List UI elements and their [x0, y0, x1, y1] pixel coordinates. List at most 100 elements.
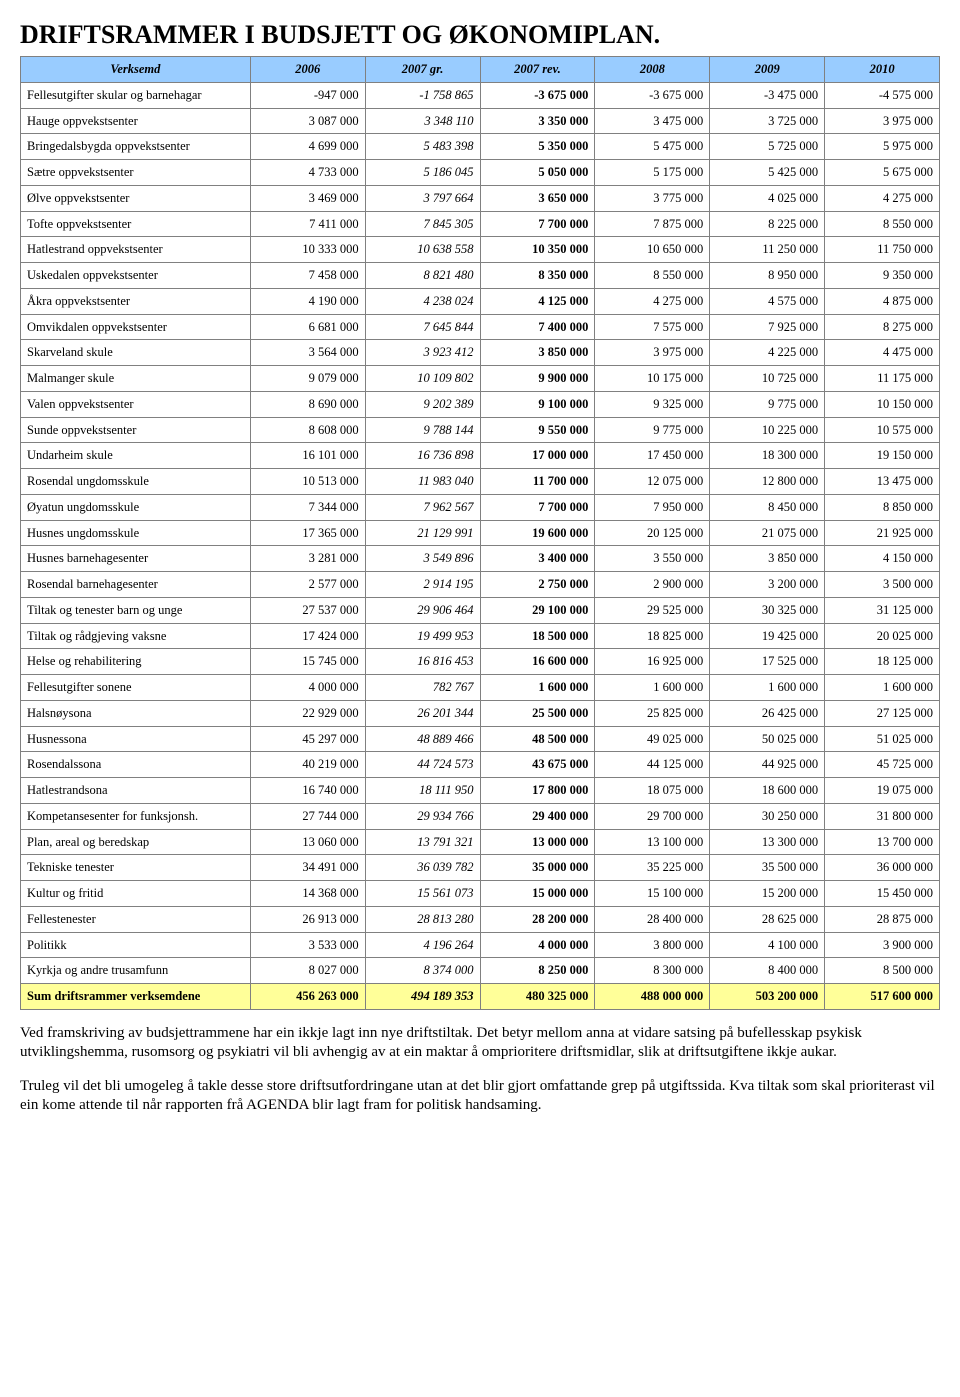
row-value: 12 800 000: [710, 469, 825, 495]
table-row: Politikk3 533 0004 196 2644 000 0003 800…: [21, 932, 940, 958]
table-row: Husnessona45 297 00048 889 46648 500 000…: [21, 726, 940, 752]
row-value: 8 250 000: [480, 958, 595, 984]
row-value: 10 225 000: [710, 417, 825, 443]
row-value: -947 000: [250, 82, 365, 108]
row-label: Bringedalsbygda oppvekstsenter: [21, 134, 251, 160]
row-value: 28 400 000: [595, 906, 710, 932]
row-value: 5 186 045: [365, 160, 480, 186]
row-value: 8 450 000: [710, 494, 825, 520]
row-value: 29 525 000: [595, 597, 710, 623]
row-label: Halsnøysona: [21, 700, 251, 726]
row-value: 13 060 000: [250, 829, 365, 855]
row-value: 4 575 000: [710, 288, 825, 314]
row-value: 10 513 000: [250, 469, 365, 495]
row-value: 1 600 000: [480, 675, 595, 701]
row-value: 3 775 000: [595, 185, 710, 211]
table-row: Fellestenester26 913 00028 813 28028 200…: [21, 906, 940, 932]
row-value: 19 150 000: [825, 443, 940, 469]
row-value: 11 250 000: [710, 237, 825, 263]
row-value: 14 368 000: [250, 881, 365, 907]
row-value: 16 740 000: [250, 778, 365, 804]
row-value: 4 190 000: [250, 288, 365, 314]
row-value: 3 550 000: [595, 546, 710, 572]
row-label: Hauge oppvekstsenter: [21, 108, 251, 134]
row-value: 18 300 000: [710, 443, 825, 469]
table-row: Fellesutgifter sonene4 000 000782 7671 6…: [21, 675, 940, 701]
row-value: 2 914 195: [365, 572, 480, 598]
row-value: 3 800 000: [595, 932, 710, 958]
row-value: 488 000 000: [595, 984, 710, 1010]
row-value: 8 850 000: [825, 494, 940, 520]
row-value: 10 638 558: [365, 237, 480, 263]
row-value: 3 087 000: [250, 108, 365, 134]
row-value: 31 800 000: [825, 803, 940, 829]
table-row: Sunde oppvekstsenter8 608 0009 788 1449 …: [21, 417, 940, 443]
row-value: 9 788 144: [365, 417, 480, 443]
row-value: 503 200 000: [710, 984, 825, 1010]
table-header-4: 2008: [595, 57, 710, 83]
row-value: 11 750 000: [825, 237, 940, 263]
row-value: 4 699 000: [250, 134, 365, 160]
row-value: 16 816 453: [365, 649, 480, 675]
table-header-2: 2007 gr.: [365, 57, 480, 83]
table-row: Tiltak og rådgjeving vaksne17 424 00019 …: [21, 623, 940, 649]
table-row: Rosendal ungdomsskule10 513 00011 983 04…: [21, 469, 940, 495]
table-header-1: 2006: [250, 57, 365, 83]
table-header-row: Verksemd20062007 gr.2007 rev.20082009201…: [21, 57, 940, 83]
row-value: 7 950 000: [595, 494, 710, 520]
row-value: 13 475 000: [825, 469, 940, 495]
row-label: Husnes ungdomsskule: [21, 520, 251, 546]
row-value: 10 650 000: [595, 237, 710, 263]
row-value: 3 533 000: [250, 932, 365, 958]
row-label: Tiltak og rådgjeving vaksne: [21, 623, 251, 649]
row-value: 3 350 000: [480, 108, 595, 134]
row-label: Sunde oppvekstsenter: [21, 417, 251, 443]
page-title: DRIFTSRAMMER I BUDSJETT OG ØKONOMIPLAN.: [20, 20, 940, 50]
row-value: 5 675 000: [825, 160, 940, 186]
row-value: 494 189 353: [365, 984, 480, 1010]
row-value: 517 600 000: [825, 984, 940, 1010]
row-value: 15 200 000: [710, 881, 825, 907]
row-label: Hatlestrand oppvekstsenter: [21, 237, 251, 263]
row-value: 4 150 000: [825, 546, 940, 572]
row-value: 7 575 000: [595, 314, 710, 340]
row-label: Rosendal ungdomsskule: [21, 469, 251, 495]
row-value: 9 202 389: [365, 391, 480, 417]
row-value: 4 000 000: [250, 675, 365, 701]
row-value: 17 424 000: [250, 623, 365, 649]
row-value: 50 025 000: [710, 726, 825, 752]
row-value: 7 700 000: [480, 211, 595, 237]
row-value: 9 325 000: [595, 391, 710, 417]
row-value: 7 925 000: [710, 314, 825, 340]
row-value: 21 075 000: [710, 520, 825, 546]
table-row: Rosendal barnehagesenter2 577 0002 914 1…: [21, 572, 940, 598]
row-value: 17 000 000: [480, 443, 595, 469]
row-value: -1 758 865: [365, 82, 480, 108]
row-value: 8 550 000: [825, 211, 940, 237]
row-value: 49 025 000: [595, 726, 710, 752]
row-value: 20 025 000: [825, 623, 940, 649]
table-row: Tiltak og tenester barn og unge27 537 00…: [21, 597, 940, 623]
row-value: 7 645 844: [365, 314, 480, 340]
row-value: 16 925 000: [595, 649, 710, 675]
row-value: 10 109 802: [365, 366, 480, 392]
row-value: 27 537 000: [250, 597, 365, 623]
row-value: 29 100 000: [480, 597, 595, 623]
row-value: 21 925 000: [825, 520, 940, 546]
row-value: 27 125 000: [825, 700, 940, 726]
table-row: Helse og rehabilitering15 745 00016 816 …: [21, 649, 940, 675]
row-value: 1 600 000: [595, 675, 710, 701]
row-value: 45 297 000: [250, 726, 365, 752]
table-row: Uskedalen oppvekstsenter7 458 0008 821 4…: [21, 263, 940, 289]
row-value: 9 079 000: [250, 366, 365, 392]
row-value: 15 450 000: [825, 881, 940, 907]
row-value: 10 350 000: [480, 237, 595, 263]
row-value: 36 000 000: [825, 855, 940, 881]
row-value: 8 500 000: [825, 958, 940, 984]
row-value: 3 850 000: [710, 546, 825, 572]
row-value: 3 281 000: [250, 546, 365, 572]
row-value: 3 475 000: [595, 108, 710, 134]
row-value: 8 225 000: [710, 211, 825, 237]
row-value: 7 962 567: [365, 494, 480, 520]
table-header-6: 2010: [825, 57, 940, 83]
